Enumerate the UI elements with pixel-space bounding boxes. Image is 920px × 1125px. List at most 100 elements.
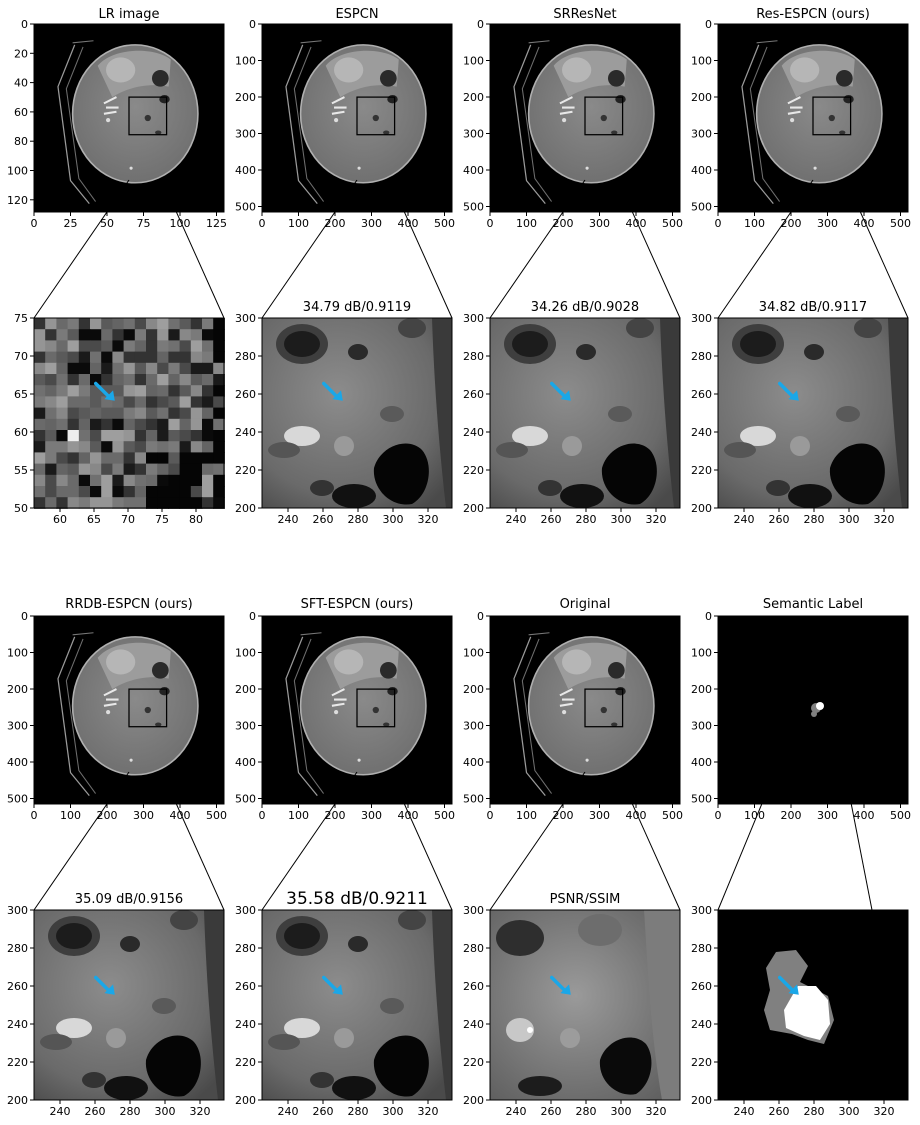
tick-label: 500 (206, 809, 227, 822)
tick-label: 200 (235, 502, 256, 515)
tick-label: 300 (463, 128, 484, 141)
tick-label: 260 (313, 1105, 334, 1118)
tick-label: 260 (7, 980, 28, 993)
axes-frame (261, 317, 453, 509)
axes-frame (717, 23, 909, 213)
zoom-semantic-label (718, 910, 908, 1100)
tick-label: 70 (14, 350, 28, 363)
tick-label: 280 (120, 1105, 141, 1118)
tick-label: 0 (477, 18, 484, 31)
tick-label: 0 (487, 809, 494, 822)
tick-label: 220 (7, 1056, 28, 1069)
tick-label: 400 (170, 809, 191, 822)
tick-label: 280 (804, 513, 825, 526)
tick-label: 400 (235, 164, 256, 177)
tick-label: 280 (691, 350, 712, 363)
tick-label: 400 (7, 756, 28, 769)
tick-label: 200 (325, 809, 346, 822)
tick-label: 0 (259, 217, 266, 230)
panel-title: RRDB-ESPCN (ours) (65, 597, 192, 612)
zoom-connectors-top (33, 179, 909, 319)
tick-label: 220 (235, 1056, 256, 1069)
tick-label: 500 (662, 809, 683, 822)
tick-label: 100 (744, 809, 765, 822)
tick-label: 500 (7, 793, 28, 806)
tick-label: 0 (249, 610, 256, 623)
tick-label: 100 (288, 809, 309, 822)
tick-label: 300 (589, 809, 610, 822)
tick-label: 320 (418, 513, 439, 526)
tick-label: 0 (477, 610, 484, 623)
tick-label: 100 (463, 55, 484, 68)
tick-label: 300 (691, 904, 712, 917)
tick-label: 260 (541, 513, 562, 526)
tick-label: 260 (463, 388, 484, 401)
tick-label: 120 (7, 194, 28, 207)
tick-label: 100 (235, 55, 256, 68)
panel-title: Original (560, 597, 611, 612)
tick-label: 75 (14, 312, 28, 325)
zoom-metric: 35.09 dB/0.9156 (75, 892, 183, 907)
panel-title: Res-ESPCN (ours) (756, 7, 870, 22)
tick-label: 75 (155, 513, 169, 526)
panel-sft-espcn: SFT-ESPCN (ours) (262, 597, 452, 804)
tick-label: 300 (839, 1105, 860, 1118)
tick-label: 400 (626, 809, 647, 822)
tick-label: 400 (626, 217, 647, 230)
panel-res-espcn: Res-ESPCN (ours) (718, 7, 908, 212)
tick-label: 200 (463, 91, 484, 104)
axes-frame (489, 909, 681, 1101)
tick-label: 70 (121, 513, 135, 526)
panel-original: Original (490, 597, 680, 804)
tick-label: 500 (691, 201, 712, 214)
tick-label: 240 (506, 1105, 527, 1118)
tick-label: 80 (14, 135, 28, 148)
tick-label: 260 (235, 980, 256, 993)
tick-label: 75 (137, 217, 151, 230)
tick-label: 65 (14, 388, 28, 401)
tick-label: 240 (50, 1105, 71, 1118)
tick-label: 300 (383, 513, 404, 526)
tick-label: 500 (662, 217, 683, 230)
axes-frame (261, 909, 453, 1101)
tick-label: 500 (890, 809, 911, 822)
tick-label: 240 (235, 426, 256, 439)
tick-label: 300 (463, 720, 484, 733)
tick-label: 60 (53, 513, 67, 526)
tick-label: 280 (348, 513, 369, 526)
zoom-original: PSNR/SSIM (490, 892, 680, 1100)
zoom-connectors-bottom (33, 771, 873, 911)
tick-label: 300 (361, 217, 382, 230)
tick-label: 220 (691, 1056, 712, 1069)
tick-label: 400 (463, 164, 484, 177)
zoom-lr (34, 318, 225, 509)
tick-label: 200 (235, 91, 256, 104)
tick-label: 240 (734, 1105, 755, 1118)
tick-label: 200 (235, 683, 256, 696)
axes-frame (33, 317, 225, 509)
tick-label: 280 (691, 942, 712, 955)
tick-label: 80 (189, 513, 203, 526)
tick-label: 100 (744, 217, 765, 230)
tick-label: 280 (348, 1105, 369, 1118)
top-row: LR image ESPCN SRResNet Res-ESPCN (ours) (33, 7, 909, 509)
tick-label: 260 (691, 388, 712, 401)
tick-label: 125 (206, 217, 227, 230)
tick-label: 0 (21, 18, 28, 31)
tick-label: 400 (463, 756, 484, 769)
tick-label: 260 (235, 388, 256, 401)
tick-label: 0 (715, 809, 722, 822)
tick-label: 400 (398, 809, 419, 822)
tick-label: 280 (576, 513, 597, 526)
tick-label: 320 (418, 1105, 439, 1118)
tick-label: 300 (235, 128, 256, 141)
panel-espcn: ESPCN (262, 7, 452, 212)
tick-label: 280 (235, 350, 256, 363)
tick-label: 200 (97, 809, 118, 822)
tick-label: 300 (7, 904, 28, 917)
tick-label: 500 (691, 793, 712, 806)
tick-label: 300 (361, 809, 382, 822)
zoom-metric: 34.26 dB/0.9028 (531, 300, 639, 315)
tick-label: 500 (463, 201, 484, 214)
tick-label: 280 (235, 942, 256, 955)
